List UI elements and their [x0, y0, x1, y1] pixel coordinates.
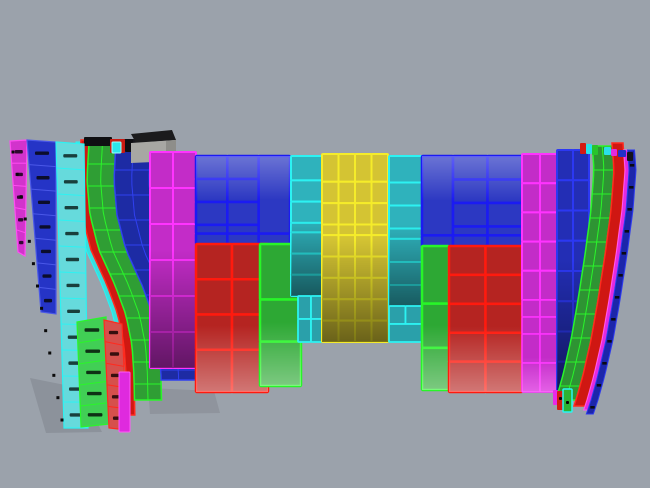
gray-box-top [131, 130, 176, 143]
tab-green [562, 388, 573, 413]
ground-shadow-center [148, 388, 220, 414]
col-cyan-left-sub [297, 295, 325, 343]
cap-dark-right [627, 152, 633, 161]
cap-cyan-left [111, 141, 122, 154]
curve-band-right [555, 142, 637, 415]
col-cyan-right-sub-a [388, 305, 423, 325]
tab-dot-b [566, 401, 569, 404]
col-green-right [420, 244, 451, 392]
cap-green-right [592, 145, 598, 155]
cap-cyan-right-b [604, 147, 611, 155]
block-blue-left [194, 154, 292, 246]
col-cyan-left [290, 155, 323, 297]
block-magenta-left [149, 151, 197, 369]
cap-magenta-right [611, 149, 617, 156]
col-cyan-right-sub-b [388, 323, 423, 343]
col-cyan-right [388, 155, 423, 309]
col-magenta-right [521, 153, 559, 301]
tab-magenta [553, 390, 558, 405]
cap-blue-right [618, 150, 626, 157]
cap-red-right [580, 143, 586, 154]
strip-blue-left [26, 139, 57, 315]
strip-magenta-thin [118, 371, 131, 433]
block-yellow [321, 153, 389, 343]
tab-dot-a [559, 397, 562, 400]
col-magenta-right-low [521, 333, 559, 393]
block-red-right [447, 244, 524, 394]
block-red-left [194, 242, 270, 394]
block-blue-right [420, 154, 524, 248]
col-magenta-right-mid [521, 299, 559, 335]
cap-dark-a [84, 137, 112, 146]
edge-marks-left [11, 150, 64, 422]
cap-cyan-right-a [586, 144, 592, 154]
